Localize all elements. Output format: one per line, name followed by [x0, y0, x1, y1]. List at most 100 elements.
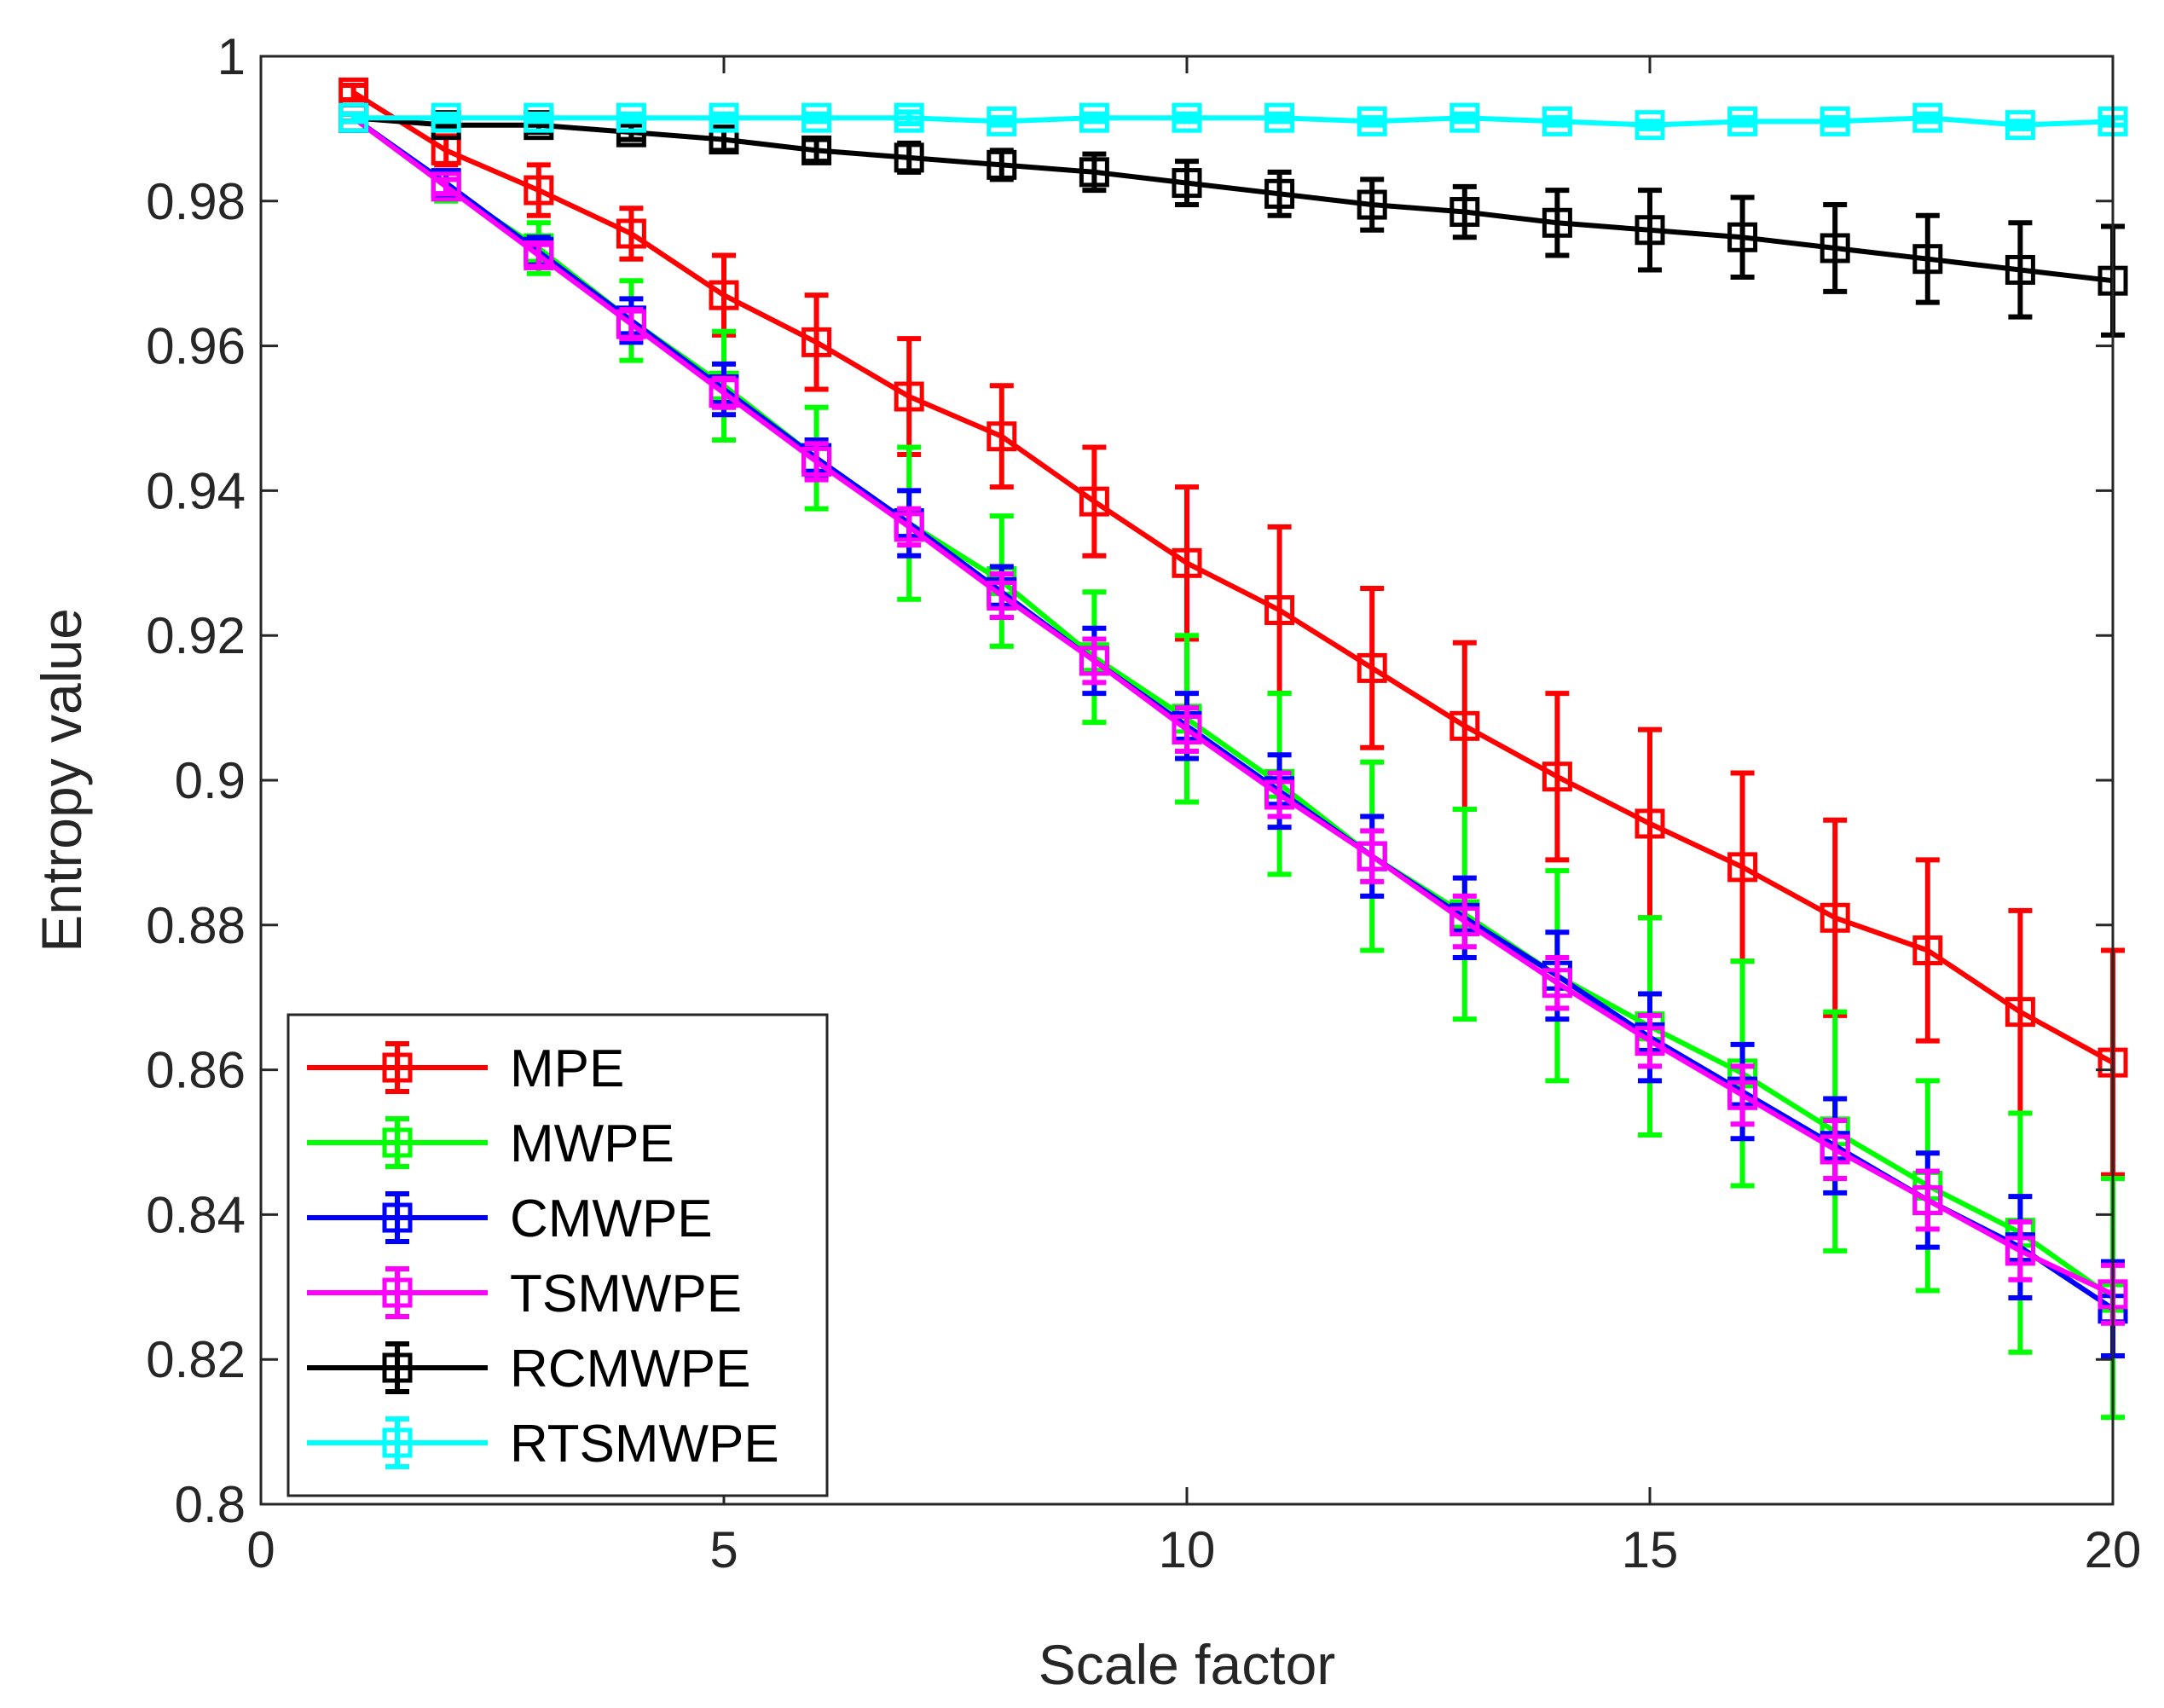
error-bar: [2008, 119, 2033, 131]
data-point-marker: [1727, 1080, 1758, 1110]
data-point-marker: [1820, 106, 1850, 136]
y-tick-label: 0.86: [146, 1042, 246, 1099]
data-point-marker: [1635, 808, 1665, 839]
series-rtsmwpe: [338, 102, 2128, 141]
y-tick-label: 0.92: [146, 607, 246, 664]
error-bar: [526, 162, 551, 218]
data-point-marker: [338, 102, 369, 133]
data-point-marker: [894, 381, 924, 412]
error-bar: [1915, 212, 1940, 305]
y-tick-label: 0.94: [146, 462, 246, 519]
data-point-marker: [431, 171, 461, 202]
data-point-marker: [1727, 106, 1758, 136]
error-bar: [1545, 691, 1570, 863]
data-point-marker: [524, 102, 554, 133]
error-bar: [1545, 955, 1570, 1011]
legend-marker: [382, 1052, 413, 1083]
error-bar: [341, 111, 366, 124]
data-point-marker: [616, 102, 646, 133]
data-point-marker: [1264, 178, 1295, 209]
data-point-marker: [1820, 1134, 1850, 1165]
error-bar: [2008, 1219, 2033, 1282]
legend-label: MPE: [510, 1039, 624, 1098]
error-bar: [1823, 115, 1848, 128]
data-point-marker: [1635, 1026, 1665, 1057]
data-point-marker: [524, 240, 554, 270]
y-tick-label: 1: [217, 28, 246, 85]
error-bar: [1545, 188, 1570, 258]
data-point-marker: [1357, 652, 1387, 683]
legend-marker: [382, 1202, 413, 1233]
data-point-marker: [709, 102, 739, 133]
data-point-marker: [1542, 761, 1572, 792]
data-point-marker: [1079, 646, 1109, 676]
error-bar: [1082, 111, 1107, 124]
data-point-marker: [2005, 997, 2035, 1028]
error-bar: [1360, 828, 1385, 884]
data-point-marker: [1449, 906, 1480, 937]
data-point-marker: [709, 124, 739, 155]
legend-label: TSMWPE: [510, 1265, 742, 1323]
error-bar: [1452, 893, 1477, 950]
data-point-marker: [1449, 102, 1480, 133]
y-tick-label: 0.82: [146, 1331, 246, 1388]
error-bar: [434, 111, 459, 124]
error-bar: [897, 109, 922, 126]
data-point-marker: [431, 102, 461, 133]
legend-marker: [382, 1127, 413, 1158]
error-bar: [1175, 111, 1199, 124]
data-point-marker: [1264, 102, 1295, 133]
error-bar: [526, 111, 551, 124]
data-point-marker: [1264, 779, 1295, 810]
error-bar: [619, 111, 644, 124]
data-point-marker: [1172, 715, 1202, 745]
y-axis-title: Entropy value: [30, 608, 93, 952]
data-point-marker: [1449, 197, 1480, 228]
data-point-marker: [987, 149, 1017, 180]
error-bar: [1452, 183, 1477, 240]
data-point-marker: [894, 142, 924, 173]
legend-label: RCMWPE: [510, 1340, 750, 1398]
data-point-marker: [1912, 935, 1943, 966]
data-point-marker: [1912, 102, 1943, 133]
data-point-marker: [1172, 168, 1202, 199]
x-tick-label: 5: [709, 1521, 738, 1578]
error-bar: [1915, 1168, 1940, 1232]
error-bar: [1823, 202, 1848, 294]
error-bar: [1638, 1012, 1662, 1069]
data-point-marker: [1542, 207, 1572, 238]
error-bar: [1638, 188, 1662, 273]
error-bar: [804, 292, 829, 392]
error-bar: [1360, 177, 1385, 233]
data-point-marker: [1357, 106, 1387, 136]
error-bar: [1915, 111, 1940, 124]
data-point-marker: [1357, 841, 1387, 871]
error-bar: [2008, 220, 2033, 320]
data-point-marker: [801, 102, 832, 133]
data-point-marker: [987, 421, 1017, 452]
data-point-marker: [2005, 110, 2035, 141]
error-bar: [1360, 586, 1385, 750]
data-point-marker: [987, 106, 1017, 136]
data-point-marker: [524, 175, 554, 206]
data-point-marker: [2005, 254, 2035, 285]
data-point-marker: [1172, 547, 1202, 578]
y-tick-label: 0.98: [146, 173, 246, 230]
legend-item-rtsmwpe: RTSMWPE: [307, 1415, 779, 1474]
legend-item-rcmwpe: RCMWPE: [307, 1340, 750, 1398]
data-point-marker: [987, 581, 1017, 611]
data-point-marker: [1079, 486, 1109, 517]
data-point-marker: [1635, 110, 1665, 141]
series-line-cmwpe: [351, 115, 2115, 1311]
series-mpe: [338, 77, 2128, 1178]
error-bar: [1545, 115, 1570, 128]
axis-ticks: 0 5 10 15 20 0.8 0.82 0.84 0.86 0.88 0.9 0.92 0.94 0.…: [146, 28, 2141, 1578]
error-bar: [1082, 444, 1107, 559]
series-tsmwpe: [338, 102, 2128, 1326]
error-bar: [804, 111, 829, 124]
error-bar: [1638, 119, 1662, 131]
legend-item-mpe: MPE: [307, 1039, 624, 1098]
data-point-marker: [801, 327, 832, 357]
x-tick-label: 0: [246, 1521, 275, 1578]
data-point-marker: [1635, 215, 1665, 246]
